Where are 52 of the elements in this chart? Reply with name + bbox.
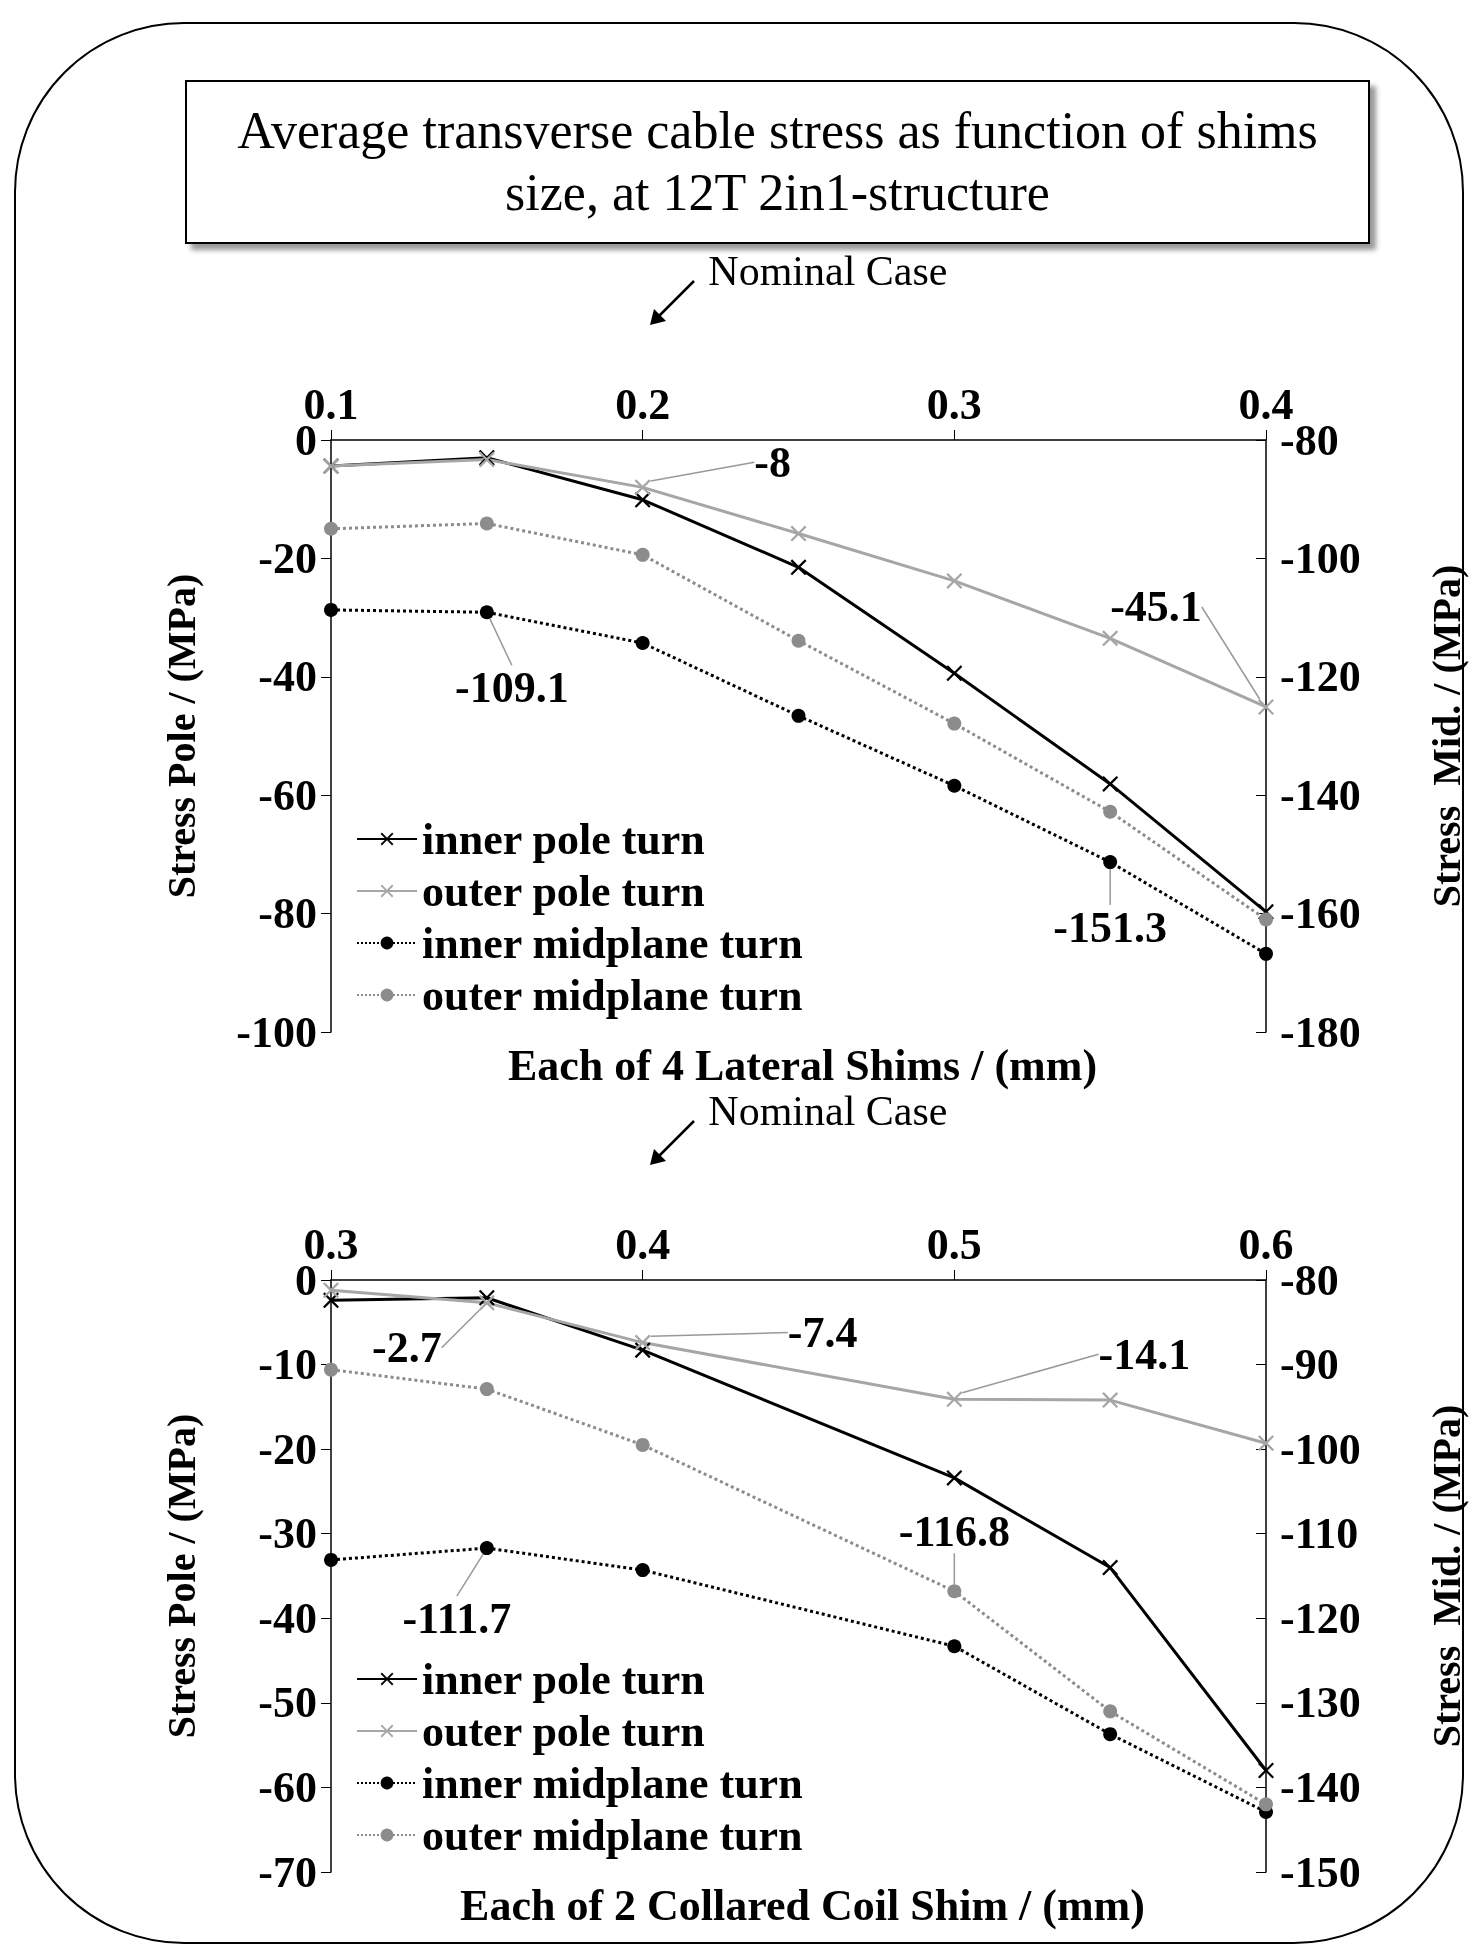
data-label: -7.4 [787, 1308, 858, 1358]
y2-tick-label: -140 [1280, 770, 1361, 820]
data-label: -111.7 [402, 1593, 512, 1643]
y2-tick-label: -110 [1280, 1509, 1359, 1559]
y-tick-label: -60 [258, 770, 317, 820]
x-tick-label: 0.5 [926, 1219, 982, 1269]
legend-label: outer pole turn [422, 866, 705, 916]
y-axis-title: Stress Pole / (MPa) [158, 573, 204, 899]
y-tick-label: -80 [258, 889, 317, 939]
y2-tick-label: -120 [1280, 652, 1361, 702]
y2-tick-label: -150 [1280, 1847, 1361, 1897]
y-tick-label: -30 [258, 1509, 317, 1559]
y2-tick-label: -100 [1280, 533, 1361, 583]
y-tick-label: -50 [258, 1678, 317, 1728]
y2-tick-label: -140 [1280, 1762, 1361, 1812]
legend-label: inner midplane turn [422, 1758, 803, 1808]
legend-label: inner pole turn [422, 814, 705, 864]
data-label: -151.3 [1053, 902, 1167, 952]
chart-title: Average transverse cable stress as function of shims size, at 12T 2in1-structure [185, 80, 1370, 244]
y-tick-label: -60 [258, 1762, 317, 1812]
y-tick-label: -20 [258, 533, 317, 583]
y2-tick-label: -180 [1280, 1007, 1361, 1057]
legend-label: outer pole turn [422, 1706, 705, 1756]
text: Nominal Case [708, 247, 948, 295]
y-tick-label: -10 [258, 1340, 317, 1390]
legend-label: outer midplane turn [422, 1810, 803, 1860]
y2-tick-label: -120 [1280, 1593, 1361, 1643]
data-label: -109.1 [455, 662, 569, 712]
x-tick-label: 0.2 [615, 379, 671, 429]
y2-tick-label: -130 [1280, 1678, 1361, 1728]
data-label: -45.1 [1110, 582, 1202, 632]
y2-tick-label: -90 [1280, 1340, 1339, 1390]
y-tick-label: -100 [236, 1007, 317, 1057]
y2-tick-label: -100 [1280, 1424, 1361, 1474]
x-tick-label: 0.4 [615, 1219, 671, 1269]
legend-label: inner pole turn [422, 1654, 705, 1704]
y2-axis-title: Stress Mid. / (MPa) [1423, 1404, 1469, 1748]
y-tick-label: -40 [258, 652, 317, 702]
legend-label: outer midplane turn [422, 970, 803, 1020]
data-label: -8 [754, 437, 791, 487]
y-tick-label: -40 [258, 1593, 317, 1643]
data-label: -2.7 [372, 1323, 442, 1373]
data-label: -14.1 [1098, 1329, 1191, 1379]
y-axis-title: Stress Pole / (MPa) [158, 1413, 204, 1739]
x-axis-title: Each of 2 Collared Coil Shim / (mm) [460, 1880, 1145, 1931]
y-tick-label: -70 [258, 1847, 317, 1897]
y2-tick-label: -160 [1280, 889, 1361, 939]
y-tick-label: -20 [258, 1424, 317, 1474]
x-tick-label: 0.3 [926, 379, 982, 429]
legend-label: inner midplane turn [422, 918, 803, 968]
data-label: -116.8 [898, 1506, 1010, 1556]
y2-axis-title: Stress Mid. / (MPa) [1423, 564, 1469, 908]
